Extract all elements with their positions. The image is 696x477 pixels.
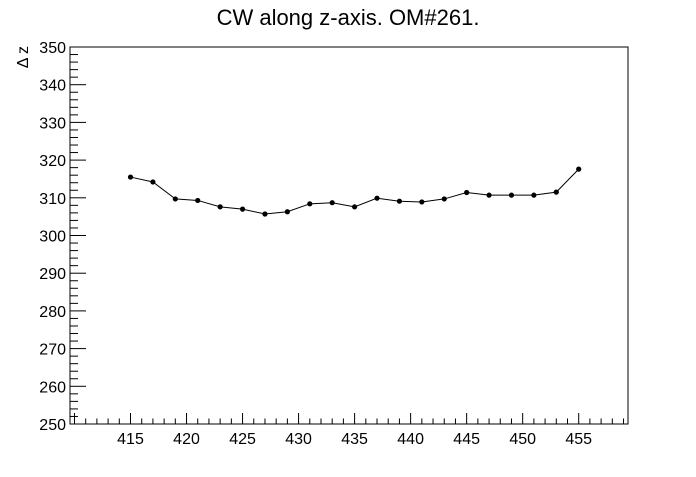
data-point (419, 199, 425, 205)
data-point (441, 196, 447, 202)
y-tick-label: 330 (39, 115, 66, 132)
data-point (172, 196, 178, 202)
data-point (307, 201, 313, 207)
data-point (531, 192, 537, 198)
x-tick-label: 455 (565, 431, 592, 448)
y-tick-label: 340 (39, 78, 66, 95)
y-tick-label: 290 (39, 266, 66, 283)
plot-frame (69, 46, 629, 425)
y-tick-label: 300 (39, 229, 66, 246)
data-point (396, 198, 403, 204)
y-axis-label: Δ z (15, 46, 32, 68)
y-tick-label: 270 (39, 342, 66, 359)
data-point (329, 200, 335, 206)
y-tick-label: 350 (39, 40, 66, 57)
data-point (217, 204, 223, 210)
data-point (576, 166, 582, 172)
data-point (508, 192, 515, 198)
data-point (553, 189, 559, 195)
x-tick-label: 420 (173, 431, 200, 448)
x-tick-label: 445 (453, 431, 480, 448)
data-series (127, 166, 582, 217)
y-tick-label: 260 (39, 379, 66, 396)
data-point (352, 204, 358, 210)
x-tick-label: 440 (397, 431, 424, 448)
data-point (262, 211, 268, 217)
y-tick-label: 320 (39, 153, 66, 170)
chart-title: CW along z-axis. OM#261. (217, 5, 480, 30)
data-point (150, 179, 156, 185)
data-point (284, 209, 290, 215)
x-tick-label: 430 (285, 431, 312, 448)
x-axis: 415 420 425 430 435 440 445 450 455 (73, 413, 625, 448)
y-tick-label: 310 (39, 191, 66, 208)
x-tick-label: 435 (341, 431, 368, 448)
data-point (195, 197, 201, 204)
data-point (374, 195, 380, 201)
data-point (239, 206, 246, 212)
x-tick-label: 450 (509, 431, 536, 448)
x-tick-label: 425 (229, 431, 256, 448)
y-tick-label: 280 (39, 304, 66, 321)
y-axis: 250 260 270 280 290 300 310 320 330 340 350 (39, 40, 86, 434)
data-point (127, 174, 134, 180)
data-point (486, 192, 492, 198)
data-point (464, 189, 470, 196)
y-tick-label: 250 (39, 417, 66, 434)
x-tick-label: 415 (117, 431, 144, 448)
